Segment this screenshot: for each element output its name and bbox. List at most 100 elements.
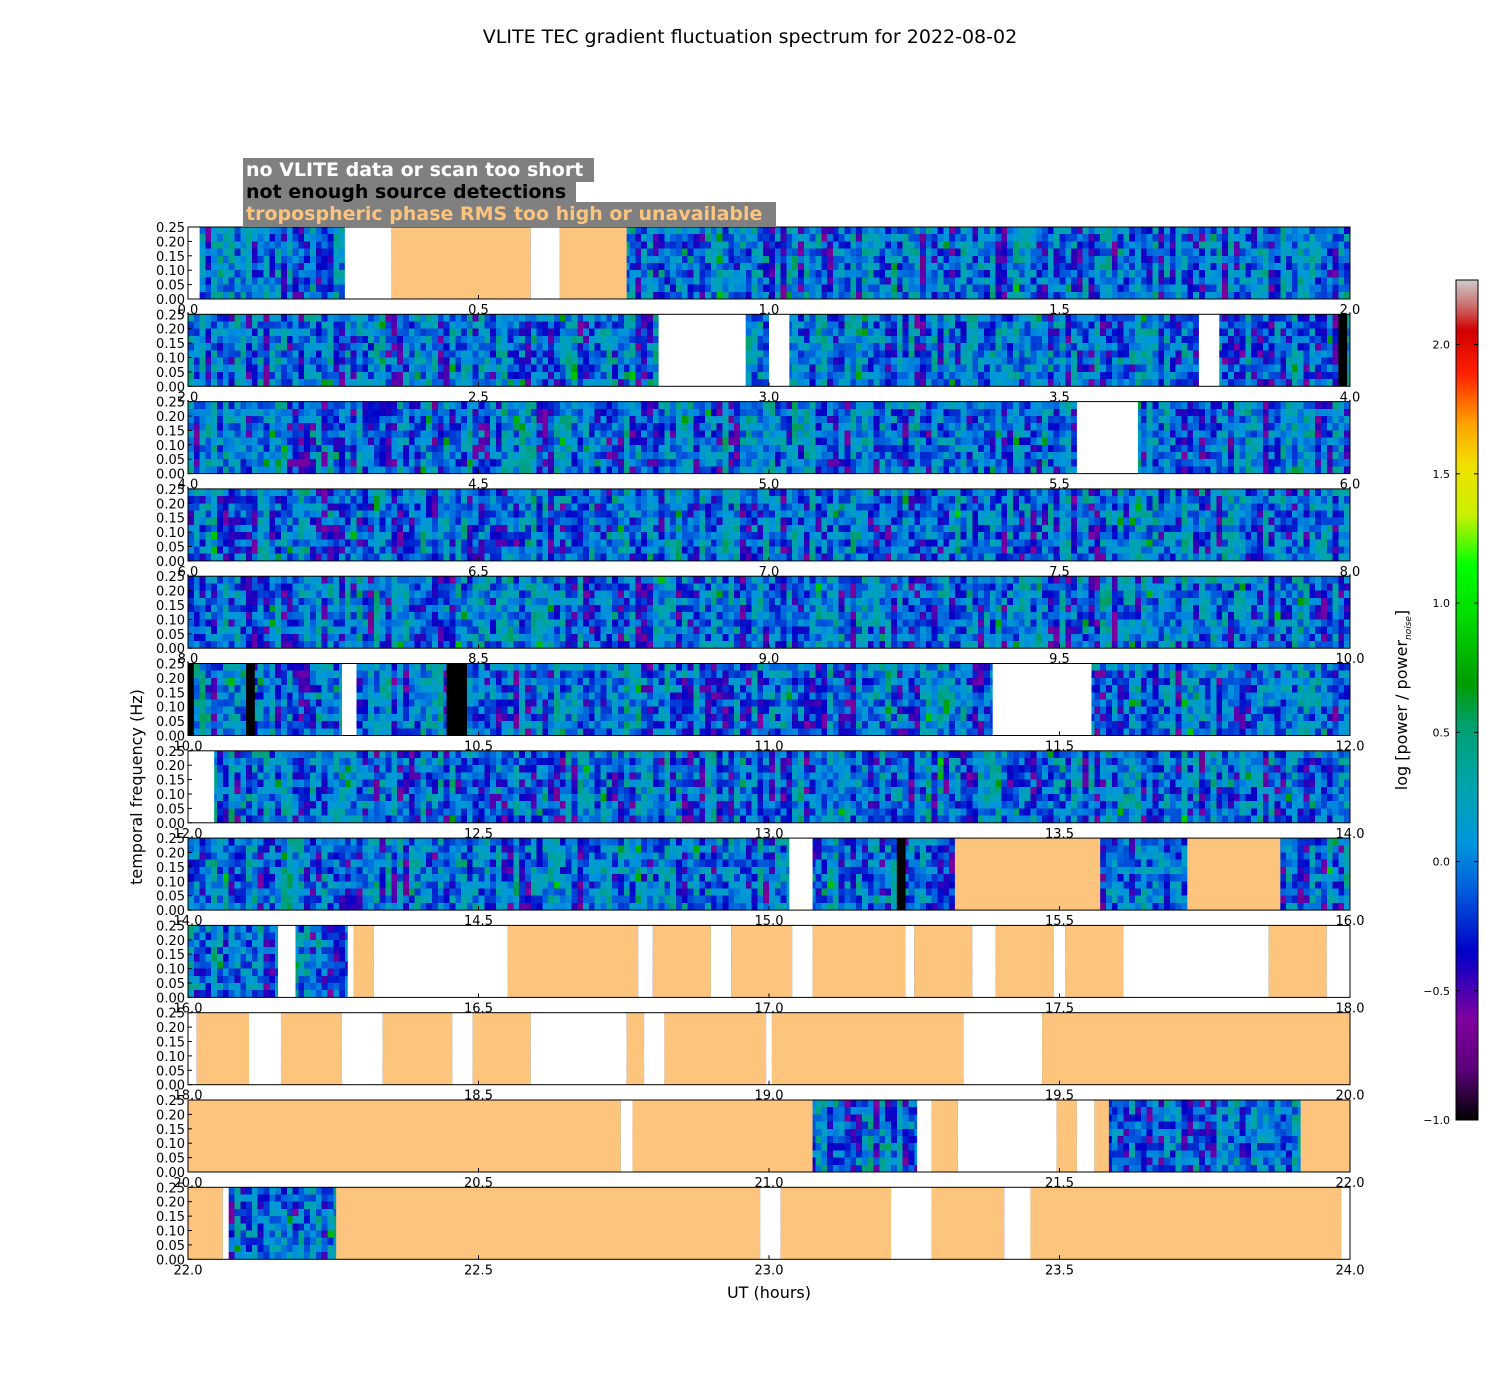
y-tick-label: 0.25 <box>156 1094 185 1109</box>
y-tick-label: 0.10 <box>156 264 185 279</box>
y-tick-label: 0.10 <box>156 526 185 541</box>
mask-no_data <box>188 227 200 299</box>
panel-heatmap <box>188 488 1350 561</box>
mask-no_data <box>658 314 746 387</box>
y-tick-label: 0.05 <box>156 1152 185 1167</box>
mask-not_enough <box>1338 314 1348 387</box>
y-tick-label: 0.10 <box>156 352 185 367</box>
colorbar-tick-label: 0.5 <box>1433 726 1451 739</box>
y-tick-label: 0.10 <box>156 439 185 454</box>
mask-no_data <box>341 1012 383 1085</box>
mask-no_data <box>769 314 790 387</box>
y-tick-label: 0.15 <box>156 424 185 439</box>
mask-trop <box>1268 925 1327 998</box>
mask-no_data <box>792 925 813 998</box>
mask-trop <box>652 925 711 998</box>
mask-no_data <box>644 1012 665 1085</box>
panel-1: 0.000.050.100.150.200.252.0 2.5 3.0 3.5 4.0 <box>156 308 1360 405</box>
mask-trop <box>336 1187 761 1260</box>
y-tick-label: 0.25 <box>156 483 185 498</box>
y-tick-label: 0.05 <box>156 279 185 294</box>
y-tick-label: 0.10 <box>156 1137 185 1152</box>
panel-heatmap <box>188 663 1350 736</box>
mask-trop <box>995 925 1054 998</box>
mask-trop <box>280 1012 342 1085</box>
x-tick-label: 22.0 <box>174 1263 203 1278</box>
y-tick-label: 0.15 <box>156 1036 185 1051</box>
legend-bg-1 <box>243 158 594 182</box>
chart-title: VLITE TEC gradient fluctuation spectrum … <box>483 26 1017 48</box>
mask-trop <box>559 227 627 299</box>
y-tick-label: 0.00 <box>156 555 185 570</box>
mask-trop <box>771 1012 964 1085</box>
mask-no_data <box>963 1012 1043 1085</box>
mask-trop <box>731 925 793 998</box>
y-tick-label: 0.15 <box>156 337 185 352</box>
panel-11: 0.000.050.100.150.200.25 22.0 22.5 23.0 23.5… <box>156 1181 1364 1278</box>
colorbar-tick-label: −1.0 <box>1423 1114 1450 1127</box>
mask-trop <box>931 1100 958 1172</box>
panel-heatmap <box>188 750 1350 823</box>
mask-no_data <box>789 838 813 911</box>
colorbar-tick-label: 1.5 <box>1433 468 1451 481</box>
y-tick-label: 0.05 <box>156 366 185 381</box>
y-tick-label: 0.20 <box>156 934 185 949</box>
mask-no_data <box>373 925 508 998</box>
mask-trop <box>353 925 374 998</box>
colorbar-gradient <box>1455 279 1479 1121</box>
y-tick-label: 0.15 <box>156 686 185 701</box>
x-tick-label: 23.0 <box>755 1263 784 1278</box>
panel-3: 0.000.050.100.150.200.256.0 6.5 7.0 7.5 8.0 <box>156 483 1360 580</box>
mask-no_data <box>347 925 354 998</box>
panel-4: 0.000.050.100.150.200.258.0 8.5 9.0 9.5 10.0 <box>156 570 1364 667</box>
x-tick-label: 24.0 <box>1336 1263 1365 1278</box>
mask-trop <box>664 1012 767 1085</box>
mask-no_data <box>222 1187 229 1260</box>
y-tick-label: 0.00 <box>156 730 185 745</box>
mask-trop <box>382 1012 453 1085</box>
y-tick-label: 0.20 <box>156 410 185 425</box>
mask-not_enough <box>896 838 906 911</box>
colorbar: −1.0 −0.5 0.0 0.5 1.0 1.5 2.0 log [power / pow… <box>1392 279 1479 1127</box>
mask-no_data <box>992 663 1092 736</box>
mask-trop <box>1042 1012 1350 1085</box>
mask-trop <box>1030 1187 1342 1260</box>
mask-no_data <box>341 663 357 736</box>
panel-2: 0.000.050.100.150.200.254.0 4.5 5.0 5.5 6.0 <box>156 396 1360 493</box>
y-tick-label: 0.15 <box>156 250 185 265</box>
y-tick-label: 0.20 <box>156 1108 185 1123</box>
y-tick-label: 0.25 <box>156 832 185 847</box>
x-tick-label: 22.5 <box>464 1263 493 1278</box>
colorbar-tick-label: 0.0 <box>1433 856 1451 869</box>
mask-not_enough <box>188 663 194 736</box>
mask-no_data <box>760 1187 781 1260</box>
y-tick-label: 0.15 <box>156 1210 185 1225</box>
mask-no_data <box>905 925 915 998</box>
panel-heatmap <box>188 838 1350 911</box>
mask-trop <box>1187 838 1281 911</box>
mask-not_enough <box>446 663 467 736</box>
y-tick-label: 0.15 <box>156 1123 185 1138</box>
y-tick-label: 0.00 <box>156 468 185 483</box>
y-tick-label: 0.00 <box>156 1079 185 1094</box>
mask-no_data <box>249 1012 281 1085</box>
mask-no_data <box>1076 1100 1095 1172</box>
y-tick-label: 0.05 <box>156 1064 185 1079</box>
legend-not-enough: not enough source detections <box>246 181 566 203</box>
mask-no_data <box>1198 314 1220 387</box>
colorbar-label-main: log [power / power <box>1392 640 1411 791</box>
mask-no_data <box>452 1012 473 1085</box>
colorbar-tick-label: 1.0 <box>1433 597 1451 610</box>
legend-bg-3 <box>243 202 776 226</box>
mask-no_data <box>891 1187 932 1260</box>
mask-trop <box>391 227 531 299</box>
y-axis-label: temporal frequency (Hz) <box>127 689 146 885</box>
mask-trop <box>1094 1100 1109 1172</box>
mask-no_data <box>710 925 732 998</box>
y-tick-label: 0.10 <box>156 613 185 628</box>
y-tick-label: 0.05 <box>156 802 185 817</box>
